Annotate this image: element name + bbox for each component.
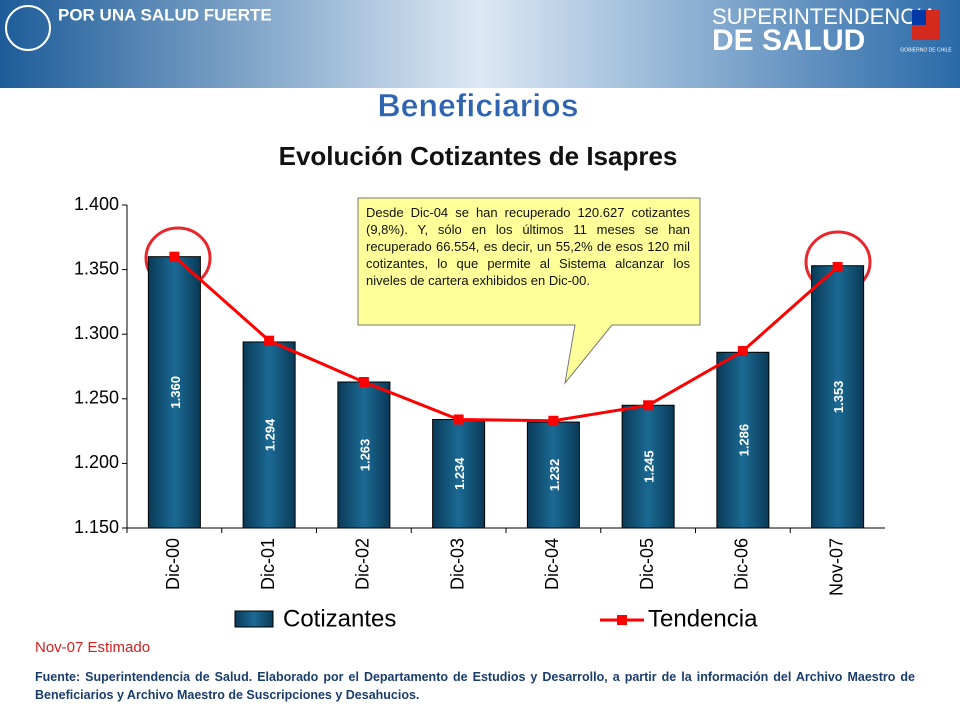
value-label: 1.245 (642, 450, 657, 483)
x-tick-label: Dic-03 (447, 538, 467, 590)
trend-marker (548, 415, 559, 426)
bar (621, 404, 675, 529)
chart-title: Evolución Cotizantes de Isapres (279, 141, 678, 171)
trend-marker (643, 400, 654, 411)
legend-swatch (617, 615, 627, 625)
bar (242, 341, 296, 529)
bar (147, 256, 201, 529)
annotation: Desde Dic-04 se han recuperado 120.627 c… (366, 205, 690, 288)
header-band (0, 0, 960, 88)
gov: GOBIERNO DE CHILE (900, 47, 952, 53)
legend-label: Cotizantes (283, 605, 396, 632)
x-tick-label: Dic-04 (542, 538, 562, 590)
org-line2: DE SALUD (712, 24, 865, 57)
trend-marker (264, 335, 275, 346)
y-tick-label: 1.200 (74, 452, 119, 472)
value-label: 1.263 (357, 439, 372, 472)
value-label: 1.353 (831, 381, 846, 414)
value-label: 1.360 (168, 376, 183, 409)
bar (526, 421, 580, 529)
note: Nov-07 Estimado (35, 639, 150, 656)
footer: Fuente: Superintendencia de Salud. Elabo… (35, 670, 915, 702)
callout (357, 197, 701, 385)
value-label: 1.286 (736, 424, 751, 457)
trend-marker (358, 377, 369, 388)
slogan: POR UNA SALUD FUERTE (58, 5, 272, 24)
slide-title: Beneficiarios (378, 87, 579, 123)
bar (432, 418, 486, 529)
trend-marker (453, 414, 464, 425)
legend-swatch (234, 610, 274, 628)
y-tick-label: 1.400 (74, 194, 119, 214)
x-tick-label: Dic-02 (353, 538, 373, 590)
x-tick-label: Nov-07 (826, 538, 846, 596)
legend-label: Tendencia (648, 605, 758, 632)
bar (716, 351, 770, 529)
trend-marker (169, 251, 180, 262)
y-tick-label: 1.150 (74, 517, 119, 537)
y-tick-label: 1.300 (74, 323, 119, 343)
logo (5, 5, 51, 51)
trend-line (173, 255, 839, 423)
value-label: 1.234 (452, 457, 467, 490)
value-label: 1.294 (263, 418, 278, 451)
trend-marker (737, 345, 748, 356)
y-tick-label: 1.350 (74, 258, 119, 278)
gov-logo (912, 10, 926, 25)
x-tick-label: Dic-06 (732, 538, 752, 590)
x-tick-label: Dic-00 (163, 538, 183, 590)
trend-marker (832, 262, 843, 273)
value-label: 1.232 (547, 459, 562, 492)
bar (811, 265, 865, 529)
y-tick-label: 1.250 (74, 388, 119, 408)
org-line1: SUPERINTENDENCIA (712, 4, 937, 29)
x-tick-label: Dic-01 (258, 538, 278, 590)
x-tick-label: Dic-05 (637, 538, 657, 590)
bar (337, 381, 391, 529)
